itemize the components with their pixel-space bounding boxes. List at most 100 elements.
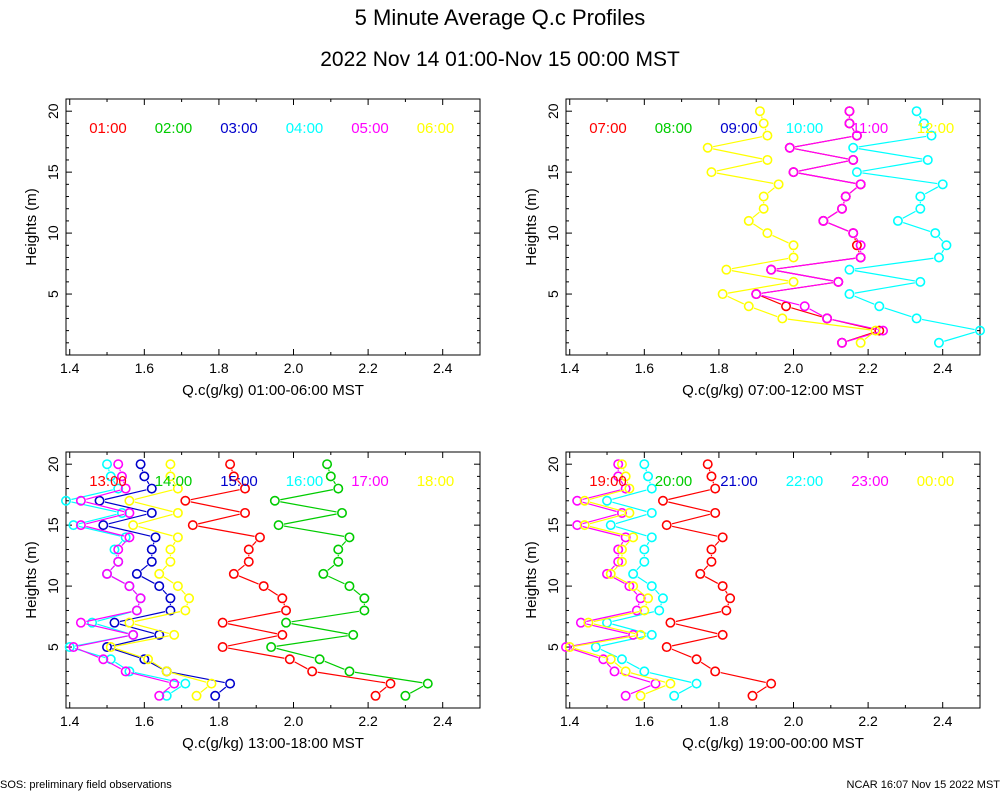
series-segment: [571, 648, 599, 659]
data-point: [105, 471, 116, 482]
series-segment: [622, 469, 625, 472]
series-segment: [112, 648, 140, 659]
chart-panel-1: 1.4 1.6 1.8 2.0 2.2 2.4 5 10 15 20 Q.c(g/kg) 01:00…: [23, 98, 481, 399]
series-segment: [589, 501, 625, 513]
plot-frame: [65, 98, 481, 356]
data-point: [710, 483, 721, 494]
data-point: [172, 507, 183, 518]
series-segment: [858, 148, 923, 160]
legend-label-2200: 22:00: [786, 473, 824, 490]
series-segment: [849, 187, 857, 194]
data-point: [706, 471, 717, 482]
series-segment: [645, 469, 648, 472]
series-segment: [712, 148, 763, 160]
series-segment: [764, 128, 767, 131]
series-segment: [152, 542, 155, 545]
x-tick-label: 2.0: [284, 713, 304, 729]
data-point: [139, 471, 150, 482]
series-segment: [353, 589, 361, 596]
series-segment: [122, 481, 125, 484]
series-segment: [776, 257, 856, 270]
series-segment: [614, 662, 622, 669]
data-point: [855, 337, 866, 348]
data-point: [851, 167, 862, 178]
legend-label-1900: 19:00: [589, 473, 627, 490]
x-tick-label: 1.4: [560, 360, 580, 376]
data-point: [915, 203, 926, 214]
y-tick-label: 5: [45, 290, 61, 298]
data-point: [146, 483, 157, 494]
series-segment: [198, 513, 240, 525]
data-point: [878, 325, 889, 336]
data-point: [609, 666, 620, 677]
series-segment: [851, 127, 855, 132]
data-point: [616, 556, 627, 567]
data-point: [307, 666, 318, 677]
y-tick-label: 15: [545, 517, 561, 533]
data-point: [933, 252, 944, 263]
series-segment: [134, 611, 181, 623]
data-point: [75, 495, 86, 506]
data-point: [359, 605, 370, 616]
series-segment: [280, 489, 333, 501]
series-2200: [590, 459, 702, 701]
series-segment: [582, 489, 621, 501]
data-point: [639, 544, 650, 555]
data-point: [113, 459, 124, 470]
series-segment: [926, 127, 930, 132]
series-segment: [582, 525, 621, 537]
series-segment: [137, 603, 140, 606]
data-point: [165, 605, 176, 616]
y-tick-label: 20: [45, 456, 61, 472]
series-segment: [170, 686, 182, 694]
data-point: [706, 544, 717, 555]
series-segment: [115, 648, 144, 659]
series-segment: [612, 489, 647, 500]
data-point: [639, 666, 650, 677]
data-point: [620, 532, 631, 543]
series-segment: [712, 136, 763, 148]
series-segment: [637, 603, 640, 606]
series-segment: [809, 308, 823, 317]
y-tick-label: 10: [545, 225, 561, 241]
series-segment: [704, 576, 719, 584]
data-point: [721, 605, 732, 616]
data-point: [605, 568, 616, 579]
series-segment: [941, 249, 945, 254]
data-point: [336, 507, 347, 518]
series-segment: [902, 210, 916, 219]
data-point: [135, 459, 146, 470]
series-segment: [86, 623, 128, 635]
y-axis-label: Heights (m): [23, 541, 40, 619]
data-point: [344, 581, 355, 592]
data-point: [922, 154, 933, 165]
series-segment: [586, 623, 628, 635]
y-tick-label: 20: [545, 103, 561, 119]
data-point: [284, 654, 295, 665]
data-point: [646, 532, 657, 543]
series-segment: [855, 237, 859, 241]
data-point: [64, 642, 75, 653]
data-point: [836, 337, 847, 348]
data-point: [120, 666, 131, 677]
series-1100: [751, 106, 889, 348]
data-point: [400, 690, 411, 701]
x-tick-label: 1.6: [635, 713, 655, 729]
series-segment: [854, 295, 875, 305]
data-point: [422, 678, 433, 689]
legend-label-1800: 18:00: [417, 473, 455, 490]
x-tick-label: 2.2: [358, 360, 378, 376]
data-point: [613, 544, 624, 555]
data-point: [762, 130, 773, 141]
data-point: [225, 459, 236, 470]
data-point: [788, 167, 799, 178]
series-segment: [86, 525, 125, 537]
data-point: [102, 568, 113, 579]
data-point: [848, 154, 859, 165]
legend-label-0100: 01:00: [89, 120, 127, 137]
series-segment: [858, 135, 927, 148]
x-tick-label: 2.2: [358, 713, 378, 729]
data-point: [124, 666, 135, 677]
y-tick-label: 5: [545, 643, 561, 651]
data-point: [243, 544, 254, 555]
